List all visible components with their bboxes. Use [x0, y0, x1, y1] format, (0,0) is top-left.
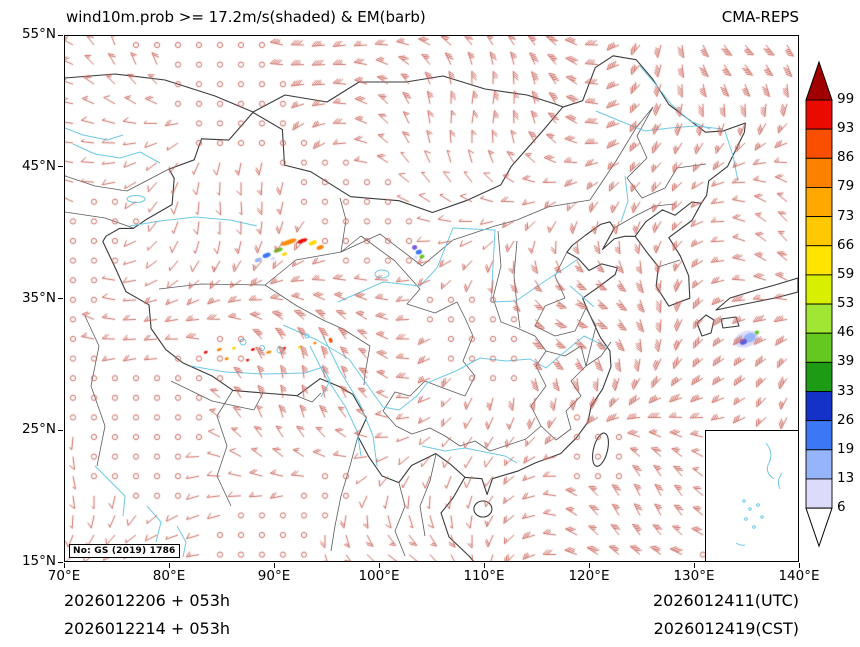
- y-tick-label: 35°N: [21, 289, 56, 306]
- colorbar-tick-label: 86: [837, 149, 855, 166]
- valid-time-cst: 2026012419(CST): [653, 619, 799, 638]
- colorbar-tick-label: 73: [837, 207, 855, 224]
- colorbar-tick-label: 39: [837, 353, 855, 370]
- x-tick-label: 110°E: [463, 568, 505, 584]
- map-note: No: GS (2019) 1786: [69, 544, 180, 558]
- init-time-cst: 2026012214 + 053h: [64, 619, 231, 638]
- x-tick-label: 80°E: [152, 568, 186, 584]
- y-tick: [58, 166, 63, 168]
- y-tick: [58, 561, 63, 563]
- x-tick: [63, 563, 65, 568]
- model-name: CMA-REPS: [721, 8, 799, 26]
- y-tick: [58, 34, 63, 36]
- y-tick-label: 45°N: [21, 157, 56, 174]
- x-tick-label: 120°E: [568, 568, 610, 584]
- y-tick: [58, 429, 63, 431]
- colorbar-tick-label: 26: [837, 411, 855, 428]
- x-tick: [483, 563, 485, 568]
- x-tick: [693, 563, 695, 568]
- x-tick: [168, 563, 170, 568]
- colorbar-tick-label: 53: [837, 295, 855, 312]
- x-tick-label: 100°E: [358, 568, 400, 584]
- x-tick: [378, 563, 380, 568]
- colorbar-tick-label: 93: [837, 120, 855, 137]
- colorbar-tick-label: 59: [837, 265, 855, 282]
- wind-barb-layer: [65, 36, 798, 561]
- inset-islands: [735, 442, 783, 546]
- colorbar-tick-label: 33: [837, 382, 855, 399]
- y-tick-label: 25°N: [21, 421, 56, 438]
- init-time-utc: 2026012206 + 053h: [64, 591, 231, 610]
- map-plot-area: No: GS (2019) 1786: [64, 35, 799, 562]
- colorbar: [805, 60, 833, 548]
- colorbar-tick-label: 99: [837, 91, 855, 107]
- x-tick-label: 90°E: [257, 568, 291, 584]
- x-tick-label: 140°E: [778, 568, 820, 584]
- x-tick-label: 130°E: [673, 568, 715, 584]
- x-tick-label: 70°E: [47, 568, 81, 584]
- x-tick: [588, 563, 590, 568]
- plot-title: wind10m.prob >= 17.2m/s(shaded) & EM(bar…: [66, 8, 426, 26]
- x-tick: [273, 563, 275, 568]
- x-tick: [798, 563, 800, 568]
- colorbar-tick-label: 13: [837, 469, 855, 486]
- colorbar-tick-label: 46: [837, 324, 855, 341]
- y-tick: [58, 298, 63, 299]
- colorbar-tick-label: 19: [837, 440, 855, 457]
- y-tick-label: 15°N: [21, 553, 56, 569]
- y-tick-label: 55°N: [21, 26, 56, 42]
- colorbar-tick-label: 79: [837, 178, 855, 195]
- valid-time-utc: 2026012411(UTC): [653, 591, 799, 610]
- colorbar-tick-label: 6: [837, 499, 846, 516]
- colorbar-tick-label: 66: [837, 236, 855, 253]
- south-china-sea-inset: [705, 430, 798, 561]
